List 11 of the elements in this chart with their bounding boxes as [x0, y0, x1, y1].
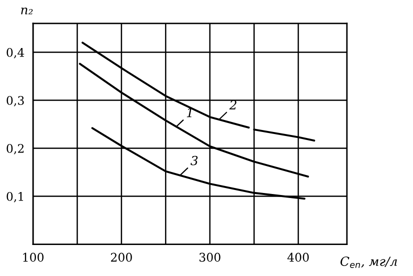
x-axis-title: C$_{en}$, мг/л: [340, 256, 397, 268]
x-tick-label: 400: [287, 252, 309, 262]
y-tick-label: 0,2: [6, 144, 24, 154]
annotation: 3: [190, 156, 198, 166]
y-tick-label: 0,4: [6, 48, 24, 58]
x-tick-label: 200: [110, 252, 132, 262]
y-axis-title: n₂: [21, 8, 33, 14]
x-tick-label: 100: [23, 252, 44, 262]
y-tick-label: 0,1: [6, 192, 24, 202]
x-tick-label: 300: [200, 252, 220, 262]
y-tick-label: 0,3: [6, 96, 24, 106]
